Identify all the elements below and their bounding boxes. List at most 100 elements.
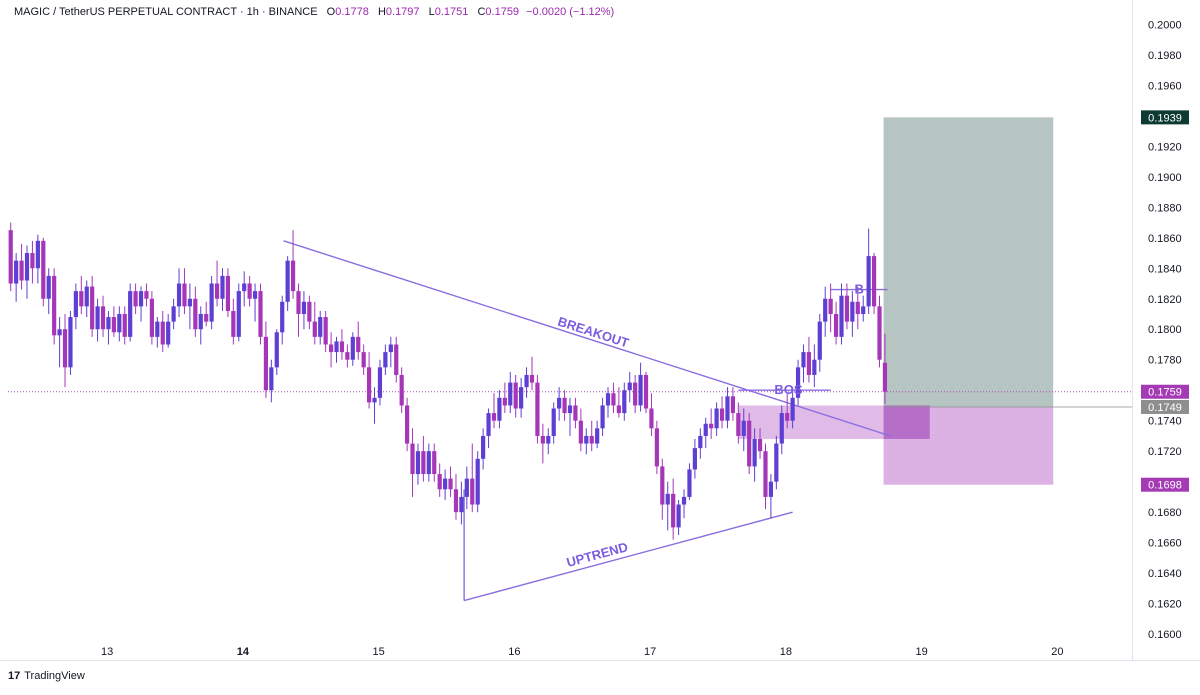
time-scale[interactable]: 13 14 15 16 17 18 19 20 xyxy=(101,646,1063,658)
tradingview-brand[interactable]: 17 TradingView xyxy=(8,670,85,682)
candle-body xyxy=(57,329,62,336)
candle-body xyxy=(323,317,328,345)
candle-body xyxy=(155,321,160,337)
price-tick-label: 0.1660 xyxy=(1148,538,1182,550)
time-tick-label: 13 xyxy=(101,646,113,658)
candle-body xyxy=(182,283,187,307)
candle-body xyxy=(459,496,464,513)
symbol-header[interactable]: MAGIC / TetherUS PERPETUAL CONTRACT · 1h… xyxy=(14,6,614,18)
price-tick-label: 0.1860 xyxy=(1148,233,1182,245)
candle-body xyxy=(405,405,410,444)
candle-body xyxy=(763,451,768,497)
candle-body xyxy=(35,240,40,269)
breakout-trendline[interactable] xyxy=(283,240,891,437)
candle-body xyxy=(839,295,844,337)
price-badge-text: 0.1749 xyxy=(1148,402,1182,414)
profit-target-zone[interactable] xyxy=(883,117,1054,407)
candle-body xyxy=(692,448,697,470)
price-badge[interactable] xyxy=(1141,110,1189,125)
candle-body xyxy=(741,420,746,436)
candle-body xyxy=(491,413,497,421)
candle-body xyxy=(62,329,68,368)
order-block-overlap[interactable] xyxy=(883,405,930,439)
candle-body xyxy=(785,413,790,421)
candle-body xyxy=(312,321,317,337)
candle-body xyxy=(19,260,24,281)
price-tick-label: 0.1920 xyxy=(1148,141,1182,153)
candle-body xyxy=(68,317,73,368)
candle-body xyxy=(133,291,138,307)
candle-body xyxy=(41,240,46,299)
candle-body xyxy=(719,408,725,421)
candle-body xyxy=(795,367,801,398)
candle-body xyxy=(687,469,692,497)
tradingview-logo-icon: 17 xyxy=(8,670,21,682)
candle-body xyxy=(557,397,562,409)
candle-body xyxy=(774,443,779,482)
open-value: 0.1778 xyxy=(335,6,369,18)
time-tick-label: 17 xyxy=(644,646,656,658)
candle-body xyxy=(812,359,817,375)
candle-body xyxy=(301,301,307,314)
candle-body xyxy=(535,382,540,436)
price-badge[interactable] xyxy=(1141,399,1189,414)
candle-body xyxy=(627,382,632,391)
candle-body xyxy=(95,306,100,330)
candle-body xyxy=(833,313,839,337)
candle-body xyxy=(361,352,366,368)
candle-body xyxy=(328,344,334,353)
candle-body xyxy=(551,408,556,436)
candle-body xyxy=(345,352,350,360)
candle-body xyxy=(30,253,35,269)
candle-body xyxy=(676,504,681,528)
candle-body xyxy=(318,317,323,337)
candle-body xyxy=(350,336,355,360)
candle-body xyxy=(236,291,241,337)
candle-body xyxy=(432,451,437,475)
close-label: C xyxy=(477,6,486,18)
price-badge[interactable] xyxy=(1141,384,1189,399)
candle-body xyxy=(149,298,154,337)
price-tick-label: 0.1900 xyxy=(1148,172,1182,184)
candle-body xyxy=(8,230,13,284)
time-tick-label: 18 xyxy=(780,646,792,658)
candle-body xyxy=(106,317,111,330)
candle-body xyxy=(269,367,274,391)
uptrend-trendline[interactable] xyxy=(463,511,793,602)
candle-body xyxy=(171,306,176,322)
candle-body xyxy=(128,291,133,337)
price-scale[interactable]: 0.1600 0.1620 0.1640 0.1660 0.1680 0.1720 0.17… xyxy=(1141,19,1189,641)
candle-body xyxy=(660,466,665,505)
price-tick-label: 0.1680 xyxy=(1148,507,1182,519)
candle-body xyxy=(817,321,822,360)
change-value: −0.0020 (−1.12%) xyxy=(526,6,615,18)
candle-body xyxy=(280,301,285,333)
candle-body xyxy=(600,405,605,429)
candle-body xyxy=(252,291,258,299)
candle-body xyxy=(877,306,882,360)
candle-body xyxy=(383,352,388,368)
price-tick-label: 0.1880 xyxy=(1148,202,1182,214)
candle-body xyxy=(671,493,676,528)
candle-body xyxy=(46,275,51,299)
candle-body xyxy=(415,451,421,475)
candle-body xyxy=(736,413,741,436)
candles-layer xyxy=(8,222,888,540)
candle-body xyxy=(290,260,296,292)
candle-body xyxy=(882,362,888,392)
price-badge[interactable] xyxy=(1141,477,1189,492)
candle-body xyxy=(649,408,654,429)
candle-body xyxy=(166,321,171,345)
candle-body xyxy=(714,408,719,429)
candle-body xyxy=(844,295,850,322)
low-value: 0.1751 xyxy=(434,6,469,18)
candle-body xyxy=(258,291,263,337)
candle-body xyxy=(681,496,687,505)
candle-body xyxy=(14,260,19,284)
candle-body xyxy=(443,478,448,490)
candle-body xyxy=(231,310,236,337)
candle-body xyxy=(339,341,345,353)
candle-body xyxy=(638,374,643,406)
price-tick-label: 0.1720 xyxy=(1148,446,1182,458)
